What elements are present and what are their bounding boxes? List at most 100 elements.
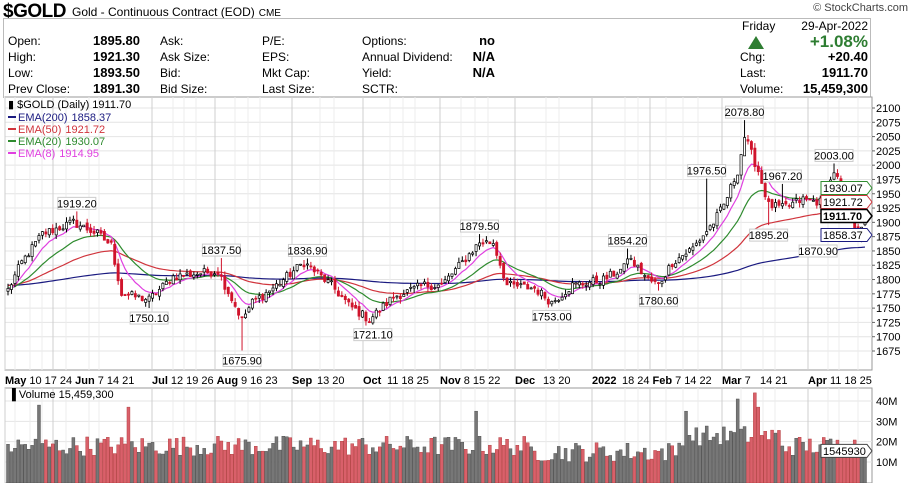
volume-bar	[95, 438, 100, 483]
candle	[677, 253, 681, 264]
tag-box	[820, 443, 873, 458]
legend-item: EMA(50) 1921.72	[18, 124, 105, 136]
candle-body	[378, 310, 382, 313]
candle-body	[374, 309, 378, 318]
volume-bar	[20, 444, 24, 483]
candle-body	[643, 275, 647, 277]
volume-bar	[384, 436, 389, 483]
annotation-label: 2003.00	[814, 150, 854, 162]
candle	[708, 224, 712, 232]
candle	[89, 223, 93, 237]
x-tick-label: 15	[473, 375, 485, 387]
candle-body	[601, 275, 605, 286]
candle	[629, 254, 633, 261]
candle-body	[488, 241, 492, 245]
candle-body	[350, 302, 354, 308]
volume-bar	[536, 460, 540, 483]
volume-bar	[477, 436, 482, 483]
volume-bar	[708, 440, 712, 483]
volume-bar	[92, 455, 96, 483]
volume-bar	[137, 452, 141, 483]
x-tick-label: 10	[29, 375, 41, 387]
symbol-description: Gold - Continuous Contract (EOD)	[72, 5, 255, 19]
candle	[619, 268, 623, 274]
candle	[9, 283, 13, 294]
volume-bar	[470, 450, 475, 483]
candle	[144, 297, 148, 307]
candle-body	[30, 244, 34, 257]
volume-bar	[512, 455, 516, 483]
candle	[767, 195, 771, 226]
candle	[65, 217, 68, 233]
volume-bar	[574, 443, 578, 483]
copyright-link[interactable]: © StockCharts.com	[813, 2, 908, 14]
candle	[436, 284, 440, 291]
candle	[188, 269, 192, 278]
annotation-label: 1919.20	[57, 198, 97, 210]
legend-item: EMA(20) 1930.07	[18, 136, 105, 148]
volume-bar	[749, 437, 754, 483]
x-tick-label: Mar	[722, 375, 742, 387]
volume-bar	[278, 449, 282, 483]
x-tick-label: 20	[558, 375, 570, 387]
candle	[23, 254, 27, 265]
volume-bar	[457, 439, 461, 483]
candle	[281, 277, 285, 289]
x-tick-label: May	[5, 375, 27, 387]
volume-bar	[357, 439, 361, 483]
candle-body	[619, 268, 623, 274]
candle	[161, 282, 165, 292]
volume-bar	[808, 438, 812, 483]
quote-label: Bid:	[160, 66, 181, 80]
candle	[164, 277, 168, 285]
candle-body	[261, 294, 265, 300]
volume-bar	[85, 436, 89, 483]
candle	[192, 271, 196, 280]
x-tick-label: 2022	[592, 375, 616, 387]
candle-body	[9, 284, 13, 290]
volume-bar	[37, 404, 41, 483]
candle-body	[23, 255, 27, 263]
candle-body	[140, 295, 144, 301]
volume-bar	[88, 448, 93, 483]
volume-bar	[219, 440, 224, 483]
candle-body	[247, 307, 251, 313]
candle-body	[694, 242, 698, 246]
x-tick-label: Aug	[217, 375, 238, 387]
volume-bar	[419, 452, 423, 483]
candle	[433, 284, 437, 290]
candle	[285, 270, 289, 284]
candle	[567, 291, 571, 297]
candle	[37, 232, 41, 244]
candle-body	[371, 316, 375, 324]
candle	[261, 292, 265, 304]
x-tick-label: 11	[387, 375, 398, 387]
candle	[429, 283, 433, 291]
candle	[178, 269, 182, 284]
candle	[244, 309, 247, 319]
volume-bar	[130, 441, 134, 483]
volume-bar	[825, 440, 829, 483]
volume-bar	[835, 439, 840, 483]
candle	[536, 287, 540, 297]
volume-bar	[6, 444, 10, 483]
price-panel	[4, 96, 873, 371]
volume-bar	[13, 448, 17, 483]
y-tick-label: 1850	[876, 246, 900, 258]
candle	[309, 261, 313, 270]
candle-body	[622, 263, 626, 272]
candle-body	[354, 305, 358, 309]
candle-body	[147, 295, 151, 302]
volume-bar	[722, 426, 726, 483]
candle	[275, 279, 278, 292]
tag-label: 1858.37	[823, 230, 863, 242]
volume-bar	[698, 445, 702, 483]
candle-body	[512, 281, 516, 285]
candle-body	[756, 165, 760, 173]
exchange-label: CME	[258, 8, 281, 19]
candle	[92, 225, 96, 237]
candle-body	[767, 198, 771, 202]
volume-bar	[188, 447, 193, 483]
candle	[756, 161, 760, 176]
volume-bar	[285, 436, 289, 483]
